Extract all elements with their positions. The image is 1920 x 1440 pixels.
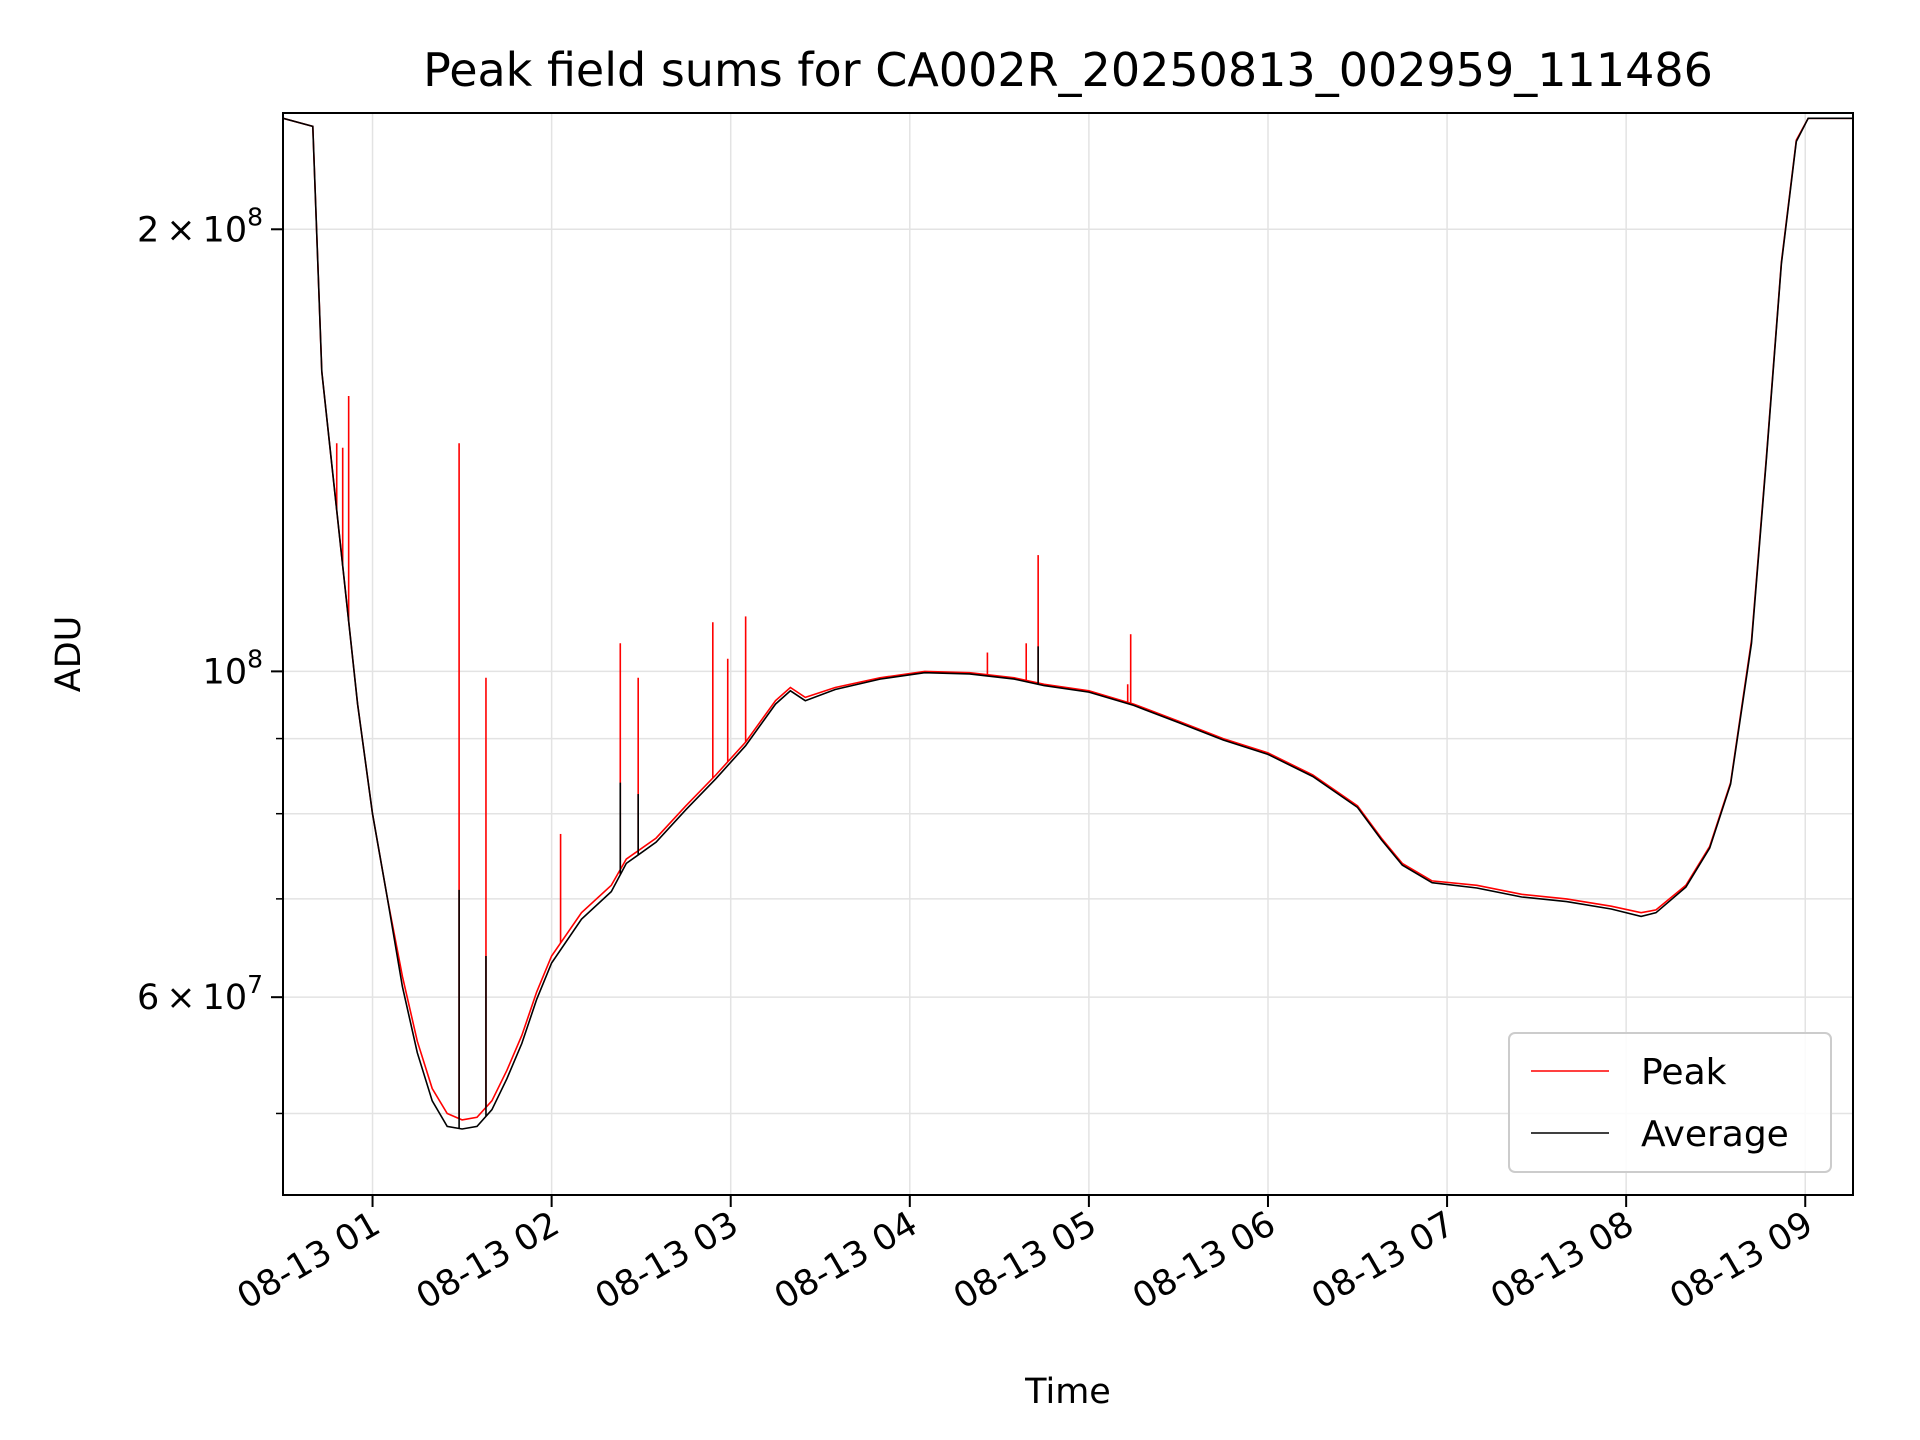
legend-label-average: Average [1641, 1114, 1789, 1155]
y-tick-exponent: 7 [247, 970, 263, 999]
series-average [283, 117, 1853, 1130]
y-tick-exponent: 8 [247, 644, 263, 673]
y-axis-label: ADU [49, 616, 89, 693]
series-line [283, 117, 1853, 1121]
series-line [283, 117, 1853, 1130]
legend: Peak Average [1508, 1032, 1832, 1173]
chart-title: Peak field sums for CA002R_20250813_0029… [423, 43, 1713, 97]
x-axis-label: Time [1024, 1372, 1111, 1412]
y-tick-mantissa: 2 × [137, 210, 203, 250]
legend-box [1508, 1032, 1832, 1173]
y-tick-label: 2 × 108 [137, 202, 263, 250]
y-tick-exponent: 8 [247, 202, 263, 231]
y-tick-base: 10 [203, 652, 248, 692]
y-tick-mantissa: 6 × [137, 978, 203, 1018]
legend-label-peak: Peak [1641, 1052, 1727, 1093]
y-tick-label: 108 [203, 644, 263, 692]
y-tick-base: 10 [203, 210, 248, 250]
y-tick-label: 6 × 107 [137, 970, 263, 1018]
y-tick-base: 10 [203, 978, 248, 1018]
series-layer [283, 117, 1853, 1130]
plot-frame [282, 112, 1854, 1196]
